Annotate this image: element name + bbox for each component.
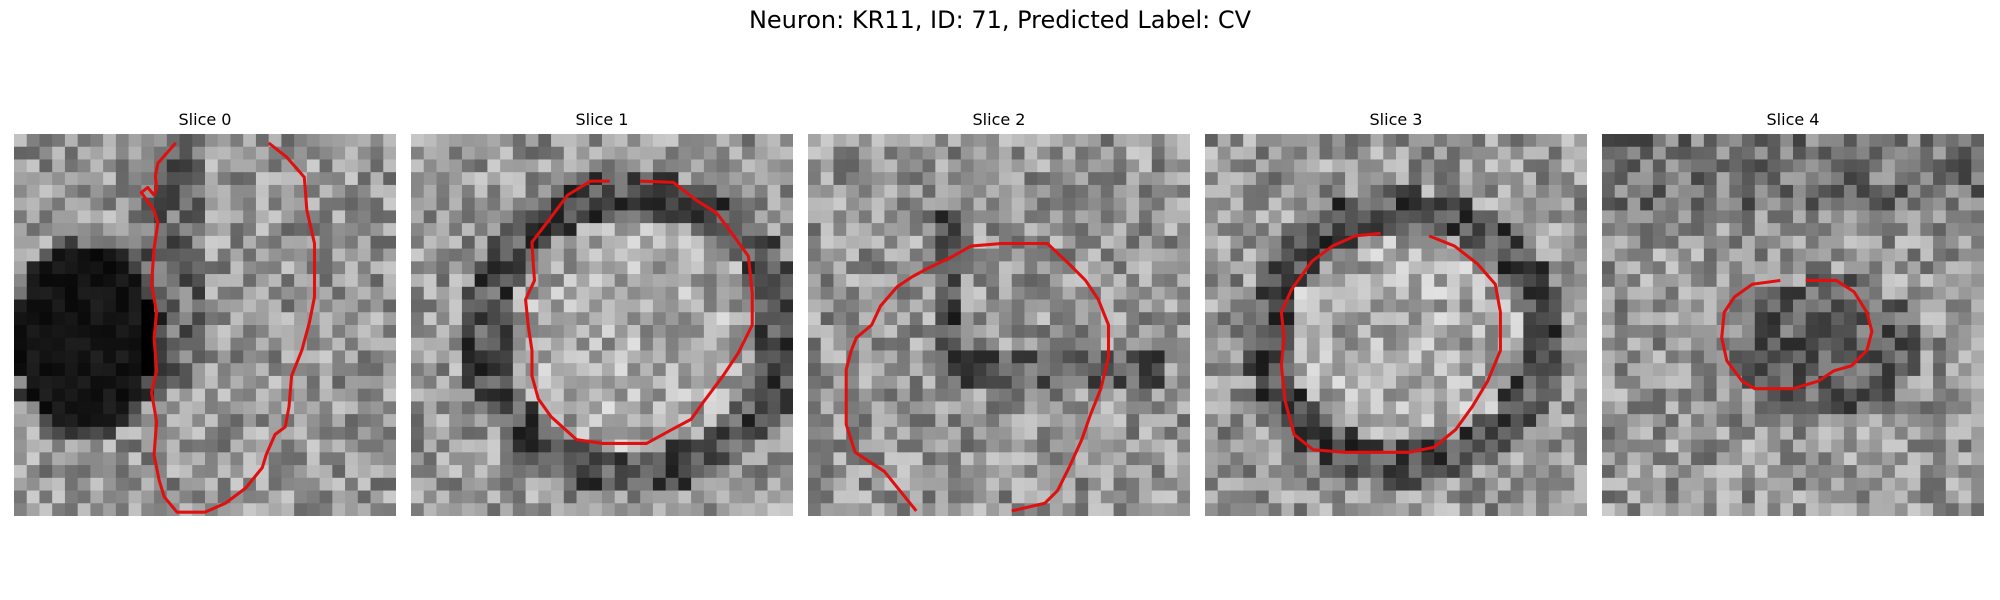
slice-panel: Slice 2 [808, 108, 1190, 516]
slice-title: Slice 3 [1369, 110, 1423, 129]
slice-panel: Slice 4 [1602, 108, 1984, 516]
roi-contour [844, 241, 1111, 513]
slice-panel: Slice 3 [1205, 108, 1587, 516]
slice-image [411, 134, 793, 516]
roi-contour [1720, 278, 1874, 391]
slice-panel: Slice 0 [14, 108, 396, 516]
roi-contour [139, 141, 317, 514]
slice-title: Slice 2 [972, 110, 1026, 129]
slice-image [1602, 134, 1984, 516]
slice-title: Slice 4 [1766, 110, 1820, 129]
slice-title: Slice 0 [178, 110, 232, 129]
slice-panel: Slice 1 [411, 108, 793, 516]
roi-contour [1279, 231, 1502, 454]
slice-image [1205, 134, 1587, 516]
slice-image [14, 134, 396, 516]
slice-image [808, 134, 1190, 516]
figure-title: Neuron: KR11, ID: 71, Predicted Label: C… [748, 6, 1252, 34]
roi-contour [524, 179, 754, 445]
slice-title: Slice 1 [575, 110, 629, 129]
